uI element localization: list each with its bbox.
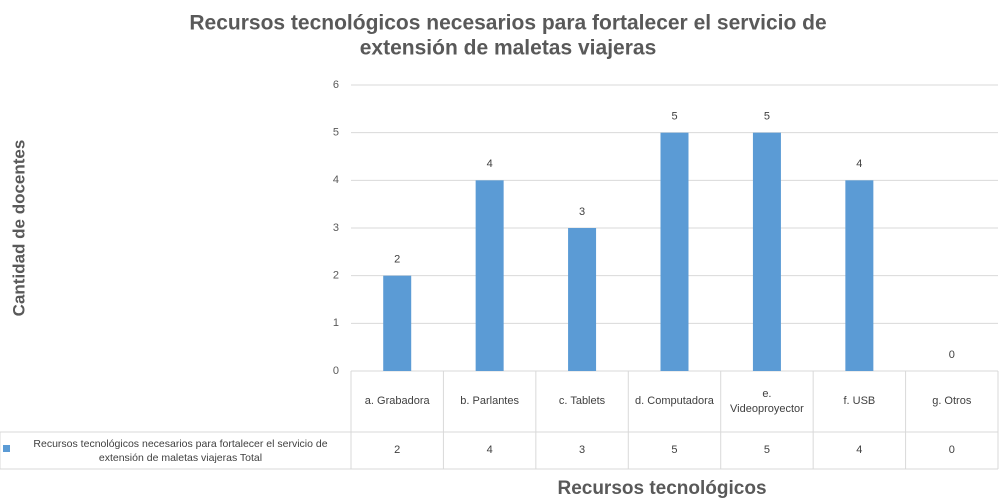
table-value: 5 [763, 444, 770, 456]
x-tick-label: g. Otros [932, 395, 972, 407]
y-tick-label: 4 [333, 174, 339, 186]
bar [752, 132, 781, 371]
bar [845, 180, 874, 371]
legend-label: Recursos tecnológicos necesarios para fo… [33, 437, 328, 464]
chart-title: Recursos tecnológicos necesarios para fo… [189, 12, 826, 35]
table-value: 3 [578, 444, 586, 456]
bar [568, 228, 597, 371]
bar [660, 132, 689, 371]
legend-swatch [3, 445, 10, 452]
y-axis-title: Cantidad de docentes [9, 140, 28, 317]
x-tick-label: f. USB [843, 395, 876, 407]
y-tick-label: 5 [333, 127, 339, 139]
data-label: 3 [579, 206, 585, 218]
data-label: 5 [671, 111, 677, 123]
table-value: 5 [671, 444, 678, 456]
y-tick-label: 2 [333, 270, 339, 282]
table-value: 0 [948, 444, 955, 456]
bar [475, 180, 504, 371]
table-value: 2 [394, 444, 401, 456]
table-value: 4 [486, 444, 493, 456]
bar [383, 275, 412, 371]
table-value: 4 [856, 444, 863, 456]
x-axis-title: Recursos tecnológicos [557, 478, 766, 499]
y-tick-label: 6 [333, 79, 339, 91]
legend-entry: Recursos tecnológicos necesarios para fo… [0, 432, 351, 469]
data-label: 4 [856, 158, 862, 170]
x-tick-label: b. Parlantes [460, 395, 519, 407]
x-tick-label: e. Videoproyector [730, 387, 804, 415]
y-tick-label: 0 [333, 365, 339, 377]
data-label: 2 [394, 254, 400, 266]
data-label: 5 [764, 111, 770, 123]
data-label: 0 [949, 349, 955, 361]
chart-title-line-2: extensión de maletas viajeras [360, 37, 657, 60]
x-tick-label: d. Computadora [635, 395, 714, 407]
x-tick-label: a. Grabadora [364, 395, 430, 407]
y-tick-label: 3 [333, 222, 339, 234]
y-tick-label: 1 [333, 317, 339, 329]
x-tick-label: c. Tablets [558, 395, 606, 407]
data-label: 4 [487, 158, 493, 170]
